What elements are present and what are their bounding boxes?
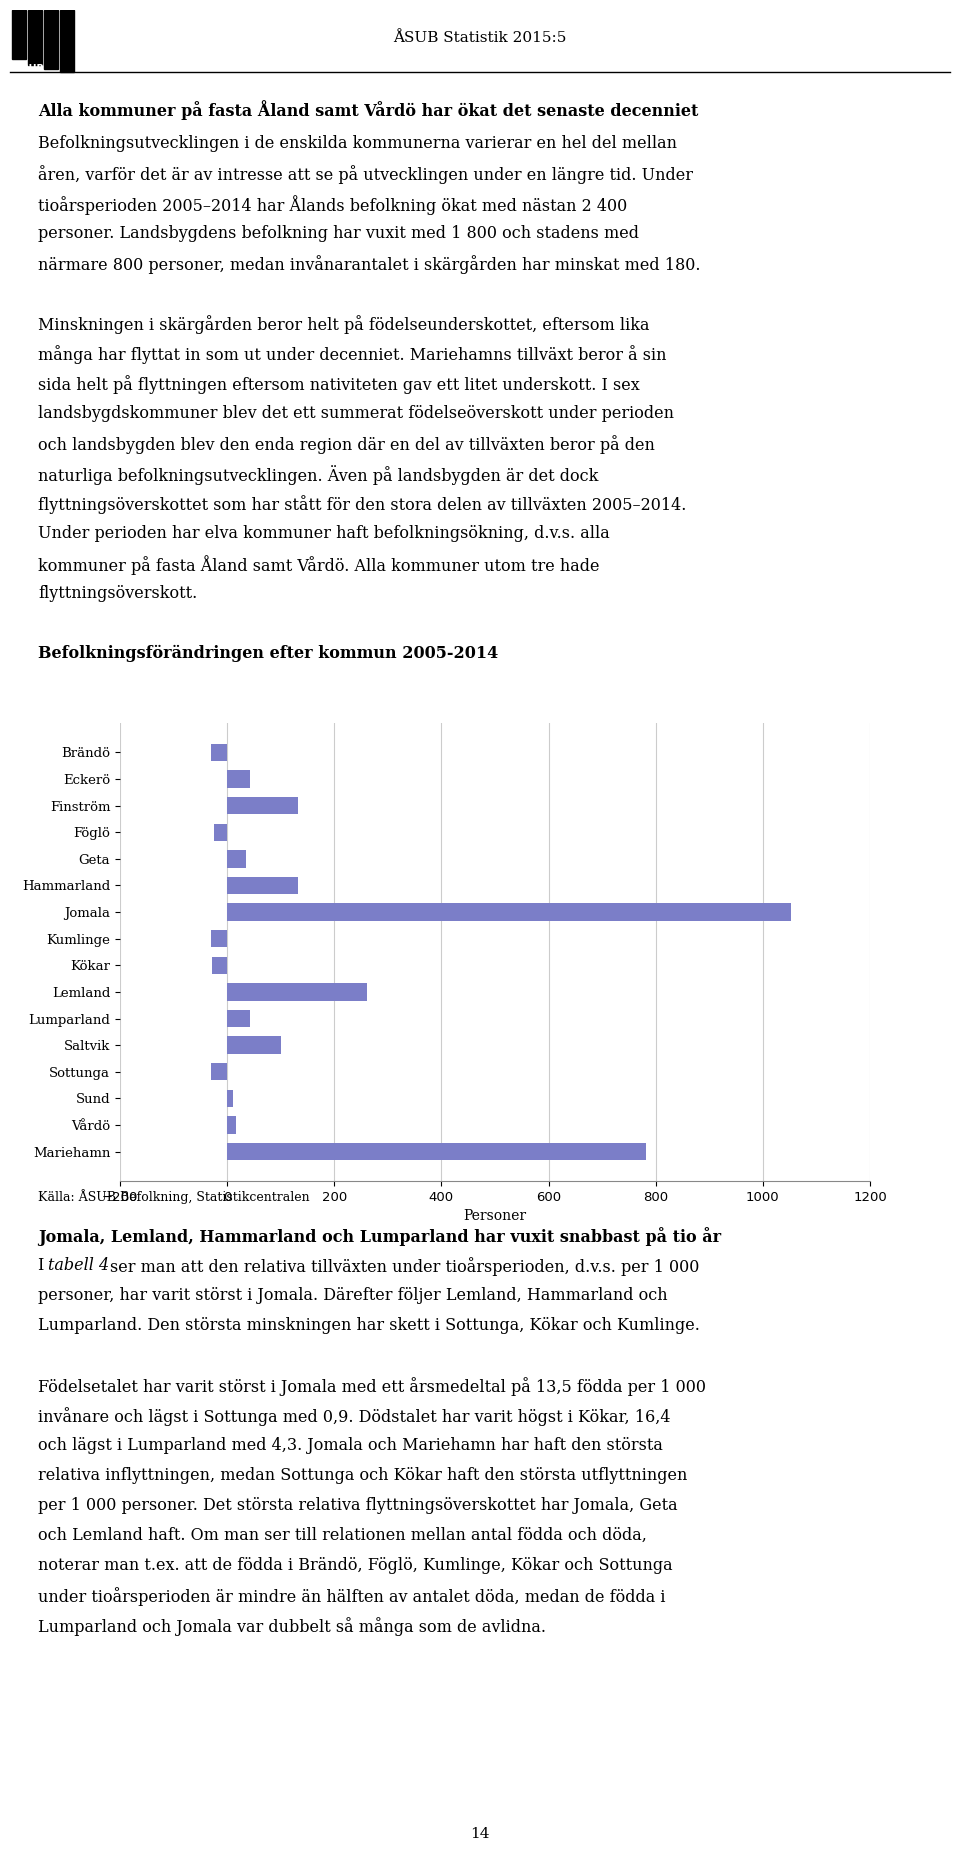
Text: ÅSUB Statistik 2015:5: ÅSUB Statistik 2015:5 (394, 32, 566, 45)
Bar (214, 824, 228, 841)
Bar (228, 984, 367, 1001)
Text: Lumparland och Jomala var dubbelt så många som de avlidna.: Lumparland och Jomala var dubbelt så mån… (38, 1616, 546, 1637)
Text: Lumparland. Den största minskningen har skett i Sottunga, Kökar och Kumlinge.: Lumparland. Den största minskningen har … (38, 1318, 700, 1335)
Text: Befolkningsförändringen efter kommun 2005-2014: Befolkningsförändringen efter kommun 200… (38, 645, 498, 662)
Bar (228, 1036, 281, 1053)
Text: många har flyttat in som ut under decenniet. Mariehamns tillväxt beror å sin: många har flyttat in som ut under decenn… (38, 345, 666, 363)
Bar (12, 9, 26, 60)
Bar (228, 904, 791, 921)
Bar (228, 850, 246, 867)
Text: 14: 14 (470, 1827, 490, 1842)
Bar (228, 770, 250, 788)
Text: Minskningen i skärgården beror helt på födelseunderskottet, eftersom lika: Minskningen i skärgården beror helt på f… (38, 315, 650, 334)
Text: naturliga befolkningsutvecklingen. Även på landsbygden är det dock: naturliga befolkningsutvecklingen. Även … (38, 464, 598, 485)
Bar (212, 956, 228, 975)
Text: tabell 4: tabell 4 (48, 1256, 109, 1273)
Text: per 1 000 personer. Det största relativa flyttningsöverskottet har Jomala, Geta: per 1 000 personer. Det största relativa… (38, 1497, 678, 1514)
Text: Befolkningsutvecklingen i de enskilda kommunerna varierar en hel del mellan: Befolkningsutvecklingen i de enskilda ko… (38, 134, 677, 153)
Text: Under perioden har elva kommuner haft befolkningsökning, d.v.s. alla: Under perioden har elva kommuner haft be… (38, 526, 610, 542)
X-axis label: Personer: Personer (464, 1210, 527, 1223)
Text: personer, har varit störst i Jomala. Därefter följer Lemland, Hammarland och: personer, har varit störst i Jomala. Där… (38, 1286, 667, 1305)
Text: och Lemland haft. Om man ser till relationen mellan antal födda och döda,: och Lemland haft. Om man ser till relati… (38, 1527, 647, 1543)
Text: noterar man t.ex. att de födda i Brändö, Föglö, Kumlinge, Kökar och Sottunga: noterar man t.ex. att de födda i Brändö,… (38, 1556, 673, 1573)
Bar (211, 744, 228, 761)
Text: I: I (38, 1256, 50, 1273)
Text: Jomala, Lemland, Hammarland och Lumparland har vuxit snabbast på tio år: Jomala, Lemland, Hammarland och Lumparla… (38, 1227, 721, 1245)
Text: och landsbygden blev den enda region där en del av tillväxten beror på den: och landsbygden blev den enda region där… (38, 434, 655, 455)
Text: sida helt på flyttningen eftersom nativiteten gav ett litet underskott. I sex: sida helt på flyttningen eftersom nativi… (38, 375, 639, 393)
Bar (28, 9, 42, 65)
Text: under tioårsperioden är mindre än hälften av antalet döda, medan de födda i: under tioårsperioden är mindre än hälfte… (38, 1586, 665, 1607)
Text: kommuner på fasta Åland samt Vårdö. Alla kommuner utom tre hade: kommuner på fasta Åland samt Vårdö. Alla… (38, 555, 599, 574)
Text: flyttningsöverskott.: flyttningsöverskott. (38, 585, 197, 602)
Bar (43, 9, 58, 69)
Text: och lägst i Lumparland med 4,3. Jomala och Mariehamn har haft den största: och lägst i Lumparland med 4,3. Jomala o… (38, 1437, 662, 1454)
Bar (211, 1062, 228, 1081)
Bar (228, 1117, 236, 1133)
Bar (228, 798, 299, 815)
Bar (228, 1143, 646, 1159)
Text: Födelsetalet har varit störst i Jomala med ett årsmedeltal på 13,5 födda per 1 0: Födelsetalet har varit störst i Jomala m… (38, 1377, 706, 1396)
Text: personer. Landsbygdens befolkning har vuxit med 1 800 och stadens med: personer. Landsbygdens befolkning har vu… (38, 226, 639, 242)
Text: ser man att den relativa tillväxten under tioårsperioden, d.v.s. per 1 000: ser man att den relativa tillväxten unde… (110, 1256, 700, 1275)
Text: åren, varför det är av intresse att se på utvecklingen under en längre tid. Unde: åren, varför det är av intresse att se p… (38, 166, 693, 185)
Text: närmare 800 personer, medan invånarantalet i skärgården har minskat med 180.: närmare 800 personer, medan invånarantal… (38, 255, 701, 274)
Text: landsbygdskommuner blev det ett summerat födelseöverskott under perioden: landsbygdskommuner blev det ett summerat… (38, 404, 674, 421)
Text: relativa inflyttningen, medan Sottunga och Kökar haft den största utflyttningen: relativa inflyttningen, medan Sottunga o… (38, 1467, 687, 1484)
Text: Alla kommuner på fasta Åland samt Vårdö har ökat det senaste decenniet: Alla kommuner på fasta Åland samt Vårdö … (38, 101, 698, 119)
Bar (228, 876, 298, 895)
Bar (228, 1010, 250, 1027)
Bar (228, 1090, 232, 1107)
Bar (60, 9, 74, 71)
Text: Källa: ÅSUB Befolkning, Statistikcentralen: Källa: ÅSUB Befolkning, Statistikcentral… (38, 1189, 310, 1204)
Bar (210, 930, 228, 947)
Text: invånare och lägst i Sottunga med 0,9. Dödstalet har varit högst i Kökar, 16,4: invånare och lägst i Sottunga med 0,9. D… (38, 1407, 670, 1426)
Text: ÅSUB: ÅSUB (14, 63, 44, 75)
Text: flyttningsöverskottet som har stått för den stora delen av tillväxten 2005–2014.: flyttningsöverskottet som har stått för … (38, 496, 686, 514)
Text: tioårsperioden 2005–2014 har Ålands befolkning ökat med nästan 2 400: tioårsperioden 2005–2014 har Ålands befo… (38, 196, 627, 214)
